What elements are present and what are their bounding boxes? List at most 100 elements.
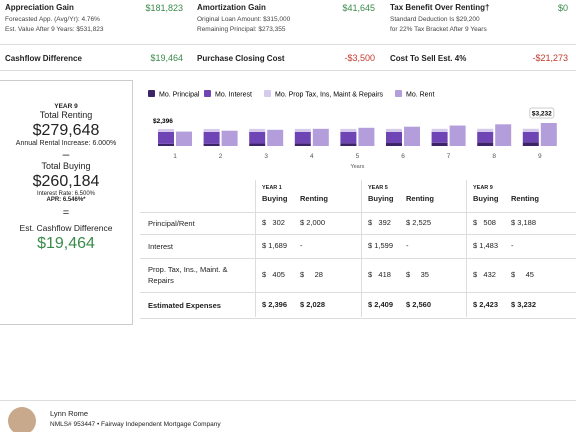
col-header: Buying — [473, 194, 499, 203]
col-header: Buying — [262, 194, 288, 203]
legend-swatch — [204, 90, 211, 97]
bar — [267, 129, 284, 146]
legend-label: Mo. Interest — [215, 92, 252, 99]
bar — [340, 131, 357, 144]
stat-line: Original Loan Amount: $315,000 — [197, 16, 291, 23]
cell: $ 2,525 — [406, 218, 432, 227]
legend-label: Mo. Prop Tax, Ins, Maint & Repairs — [275, 92, 384, 99]
cell: $ 2,423 — [473, 300, 499, 309]
bar — [477, 131, 494, 143]
cell: $ 2,396 — [262, 300, 288, 309]
bar — [449, 125, 466, 146]
year-header: YEAR 5 — [368, 185, 388, 191]
x-tick-label: 9 — [538, 153, 542, 160]
bar — [221, 130, 238, 146]
row-divider — [140, 234, 576, 235]
bar — [404, 126, 420, 146]
cell: $ 2,409 — [368, 300, 394, 309]
divider — [0, 400, 576, 401]
cell: $ 432 — [473, 270, 496, 279]
stat-value: $181,823 — [145, 3, 183, 13]
x-tick-label: 3 — [264, 153, 268, 160]
legend-swatch — [395, 90, 402, 97]
summary-label: Purchase Closing Cost — [197, 54, 285, 63]
value-label: $2,396 — [153, 118, 173, 125]
operator: – — [62, 147, 70, 161]
bar — [340, 143, 357, 146]
row-label: Interest — [148, 242, 174, 251]
legend-label: Mo. Rent — [406, 92, 434, 99]
cell: $ 35 — [406, 270, 429, 279]
col-divider — [255, 180, 256, 317]
bar — [249, 143, 266, 146]
cell: $ 1,483 — [473, 241, 499, 250]
cell: $ 45 — [511, 270, 534, 279]
bar — [495, 124, 512, 146]
value: $19,464 — [37, 235, 95, 252]
stat-line: for 22% Tax Bracket After 9 Years — [390, 26, 487, 33]
bar — [522, 142, 539, 146]
x-tick-label: 1 — [173, 153, 177, 160]
bar — [522, 131, 539, 143]
row-divider — [140, 212, 576, 213]
label: APR: 6.546%* — [46, 197, 86, 203]
stat-line: Standard Deduction Is $29,200 — [390, 16, 480, 23]
cell: - — [300, 241, 303, 250]
bar — [249, 131, 266, 144]
summary-value: -$3,500 — [344, 53, 375, 63]
cell: $ 302 — [262, 218, 285, 227]
row-divider — [140, 292, 576, 293]
stat-line: Est. Value After 9 Years: $531,823 — [5, 26, 104, 33]
year: YEAR 9 — [54, 103, 78, 110]
avatar — [8, 407, 36, 432]
x-tick-label: 6 — [401, 153, 405, 160]
stat-title: Tax Benefit Over Renting† — [390, 3, 490, 12]
value-label-box — [529, 107, 555, 119]
col-header: Renting — [300, 194, 328, 203]
label: Total Renting — [39, 110, 93, 120]
bar — [294, 131, 311, 144]
x-tick-label: 5 — [356, 153, 360, 160]
x-tick-label: 7 — [447, 153, 451, 160]
divider — [0, 70, 576, 71]
bar — [431, 142, 448, 146]
summary-label: Cashflow Difference — [5, 54, 82, 63]
bar — [386, 128, 402, 132]
cell: $ 1,689 — [262, 241, 288, 250]
cell: - — [406, 241, 409, 250]
bar — [203, 143, 220, 146]
value: $260,184 — [32, 173, 100, 190]
cell: $ 392 — [368, 218, 391, 227]
cell: $ 1,599 — [368, 241, 394, 250]
cell: $ 3,188 — [511, 218, 537, 227]
bar — [203, 128, 220, 132]
bar — [340, 128, 357, 132]
summary-label: Cost To Sell Est. 4% — [390, 54, 467, 63]
label: Annual Rental Increase: 6.000% — [15, 140, 117, 147]
label: Total Buying — [41, 161, 91, 171]
summary-value: -$21,273 — [532, 53, 568, 63]
stat-title: Appreciation Gain — [5, 3, 74, 12]
bar — [158, 143, 174, 146]
bar — [522, 128, 539, 132]
cell: $ 508 — [473, 218, 496, 227]
operator: = — [62, 207, 70, 219]
bar — [249, 128, 266, 132]
year-header: YEAR 1 — [262, 185, 282, 191]
stat-value: $41,645 — [342, 3, 375, 13]
col-divider — [466, 180, 467, 317]
legend-swatch — [148, 90, 155, 97]
row-label: Principal/Rent — [148, 219, 195, 228]
x-tick-label: 8 — [492, 153, 496, 160]
bar — [294, 143, 311, 146]
bar — [477, 128, 494, 132]
bar — [158, 131, 174, 144]
x-tick-label: 2 — [219, 153, 223, 160]
col-header: Buying — [368, 194, 394, 203]
cell: $ 28 — [300, 270, 323, 279]
bar — [386, 131, 402, 144]
chart: Mo. Principal Mo. Interest Mo. Prop Tax, I… — [148, 90, 557, 170]
col-header: Renting — [511, 194, 539, 203]
legend-swatch — [264, 90, 271, 97]
